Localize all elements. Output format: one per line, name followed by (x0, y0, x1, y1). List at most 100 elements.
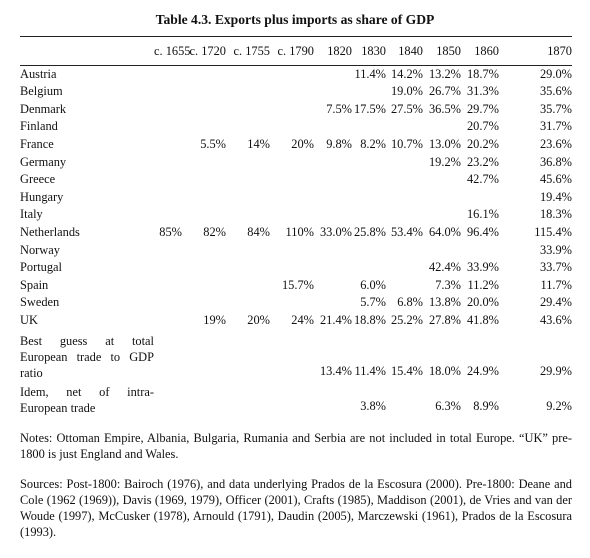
cell-value (270, 206, 314, 224)
cell-value (154, 330, 182, 381)
cell-value: 14.2% (390, 66, 423, 81)
cell-value: 82% (203, 224, 226, 239)
cell-value (270, 118, 314, 136)
cell-value: 17.5% (353, 101, 386, 116)
table-row: Idem, net of intra-European trade 3.8% 6.3… (20, 381, 572, 422)
cell-value: 64.0% (428, 224, 461, 239)
cell-value (182, 242, 226, 260)
cell-value (226, 189, 270, 207)
row-label: Idem, net of intra-European trade (20, 384, 154, 415)
cell-value (154, 259, 182, 277)
cell-value: 85% (159, 224, 182, 239)
cell-value (352, 171, 386, 189)
cell-value (182, 118, 226, 136)
table-row: Sweden 5.7% 6.8% 13.8% 20.0% 29.4% (20, 294, 572, 312)
cell-value: 27.8% (428, 312, 461, 327)
cell-value (154, 171, 182, 189)
table-row: Best guess at total European trade to GD… (20, 330, 572, 381)
cell-value: 42.4% (428, 260, 461, 275)
cell-value: 43.6% (539, 312, 572, 327)
table-row: Spain 15.7% 6.0% 7.3% 11.2% 11.7% (20, 277, 572, 295)
cell-value (314, 259, 352, 277)
cell-value (182, 65, 226, 83)
cell-value (386, 206, 423, 224)
cell-value (270, 189, 314, 207)
cell-value: 31.3% (466, 84, 499, 99)
cell-value (154, 277, 182, 295)
cell-value (270, 259, 314, 277)
cell-value (423, 242, 461, 260)
header-country (20, 36, 154, 66)
cell-value (461, 242, 499, 260)
row-label: France (20, 136, 54, 151)
cell-value (352, 118, 386, 136)
cell-value: 15.4% (390, 363, 423, 378)
cell-value: 16.1% (466, 207, 499, 222)
cell-value: 29.9% (539, 363, 572, 378)
cell-value: 29.7% (466, 101, 499, 116)
trade-share-table: c. 1655 c. 1720 c. 1755 c. 1790 1820 1830 1840… (20, 36, 572, 422)
cell-value (226, 381, 270, 422)
cell-value: 36.8% (539, 154, 572, 169)
cell-value (270, 101, 314, 119)
cell-value (314, 154, 352, 172)
cell-value (314, 83, 352, 101)
cell-value: 84% (247, 224, 270, 239)
cell-value (314, 242, 352, 260)
cell-value (386, 171, 423, 189)
cell-value: 20.7% (466, 119, 499, 134)
cell-value: 27.5% (390, 101, 423, 116)
cell-value: 7.3% (435, 277, 461, 292)
cell-value (270, 65, 314, 83)
cell-value: 8.2% (360, 136, 386, 151)
cell-value: 23.2% (466, 154, 499, 169)
cell-value (314, 277, 352, 295)
cell-value (423, 118, 461, 136)
row-label: Greece (20, 172, 56, 187)
cell-value (423, 171, 461, 189)
cell-value: 21.4% (319, 312, 352, 327)
cell-value (182, 154, 226, 172)
cell-value (314, 118, 352, 136)
cell-value: 6.8% (397, 295, 423, 310)
cell-value: 25.8% (353, 224, 386, 239)
cell-value (226, 277, 270, 295)
cell-value: 18.7% (466, 66, 499, 81)
cell-value (226, 154, 270, 172)
row-label: Denmark (20, 101, 67, 116)
cell-value (352, 206, 386, 224)
cell-value: 19.0% (390, 84, 423, 99)
cell-value: 13.4% (319, 363, 352, 378)
cell-value: 13.8% (428, 295, 461, 310)
cell-value (352, 83, 386, 101)
cell-value (314, 171, 352, 189)
cell-value: 10.7% (390, 136, 423, 151)
cell-value (182, 381, 226, 422)
cell-value (314, 65, 352, 83)
cell-value: 24% (291, 312, 314, 327)
cell-value (182, 171, 226, 189)
cell-value (314, 294, 352, 312)
cell-value (182, 294, 226, 312)
table-row: Finland 20.7% 31.7% (20, 118, 572, 136)
cell-value: 35.6% (539, 84, 572, 99)
cell-value: 18.3% (539, 207, 572, 222)
cell-value: 14% (247, 136, 270, 151)
cell-value: 15.7% (281, 277, 314, 292)
cell-value (352, 154, 386, 172)
cell-value: 26.7% (428, 84, 461, 99)
row-label: UK (20, 312, 38, 327)
cell-value: 42.7% (466, 172, 499, 187)
cell-value (386, 189, 423, 207)
header-period: 1850 (423, 36, 461, 66)
row-label: Italy (20, 207, 43, 222)
cell-value (423, 206, 461, 224)
table-row: Portugal 42.4% 33.9% 33.7% (20, 259, 572, 277)
cell-value: 20% (291, 136, 314, 151)
cell-value (154, 206, 182, 224)
cell-value (270, 330, 314, 381)
table-row: Norway 33.9% (20, 242, 572, 260)
cell-value (154, 65, 182, 83)
cell-value (154, 83, 182, 101)
